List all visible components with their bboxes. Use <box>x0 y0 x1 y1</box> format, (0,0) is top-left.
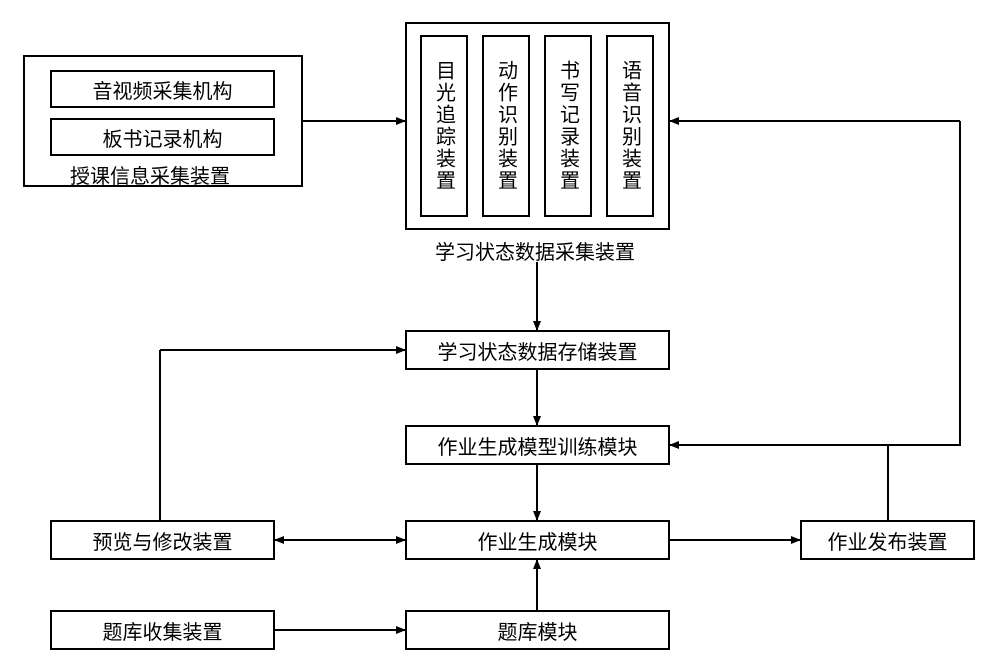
eye-track-label: 目光追踪装置 <box>430 60 459 192</box>
bank-collect-box: 题库收集装置 <box>50 610 275 650</box>
train-label: 作业生成模型训练模块 <box>438 431 638 460</box>
board-record-box: 板书记录机构 <box>50 118 275 156</box>
write-rec-box: 书写记录装置 <box>544 35 592 217</box>
learning-state-caption: 学习状态数据采集装置 <box>435 236 635 265</box>
lecture-info-caption: 授课信息采集装置 <box>70 160 230 189</box>
bank-module-box: 题库模块 <box>405 610 670 650</box>
preview-label: 预览与修改装置 <box>93 526 233 555</box>
av-collect-label: 音视频采集机构 <box>93 75 233 104</box>
eye-track-box: 目光追踪装置 <box>420 35 468 217</box>
storage-label: 学习状态数据存储装置 <box>438 336 638 365</box>
action-rec-box: 动作识别装置 <box>482 35 530 217</box>
publish-box: 作业发布装置 <box>800 520 975 560</box>
voice-rec-label: 语音识别装置 <box>616 60 645 192</box>
storage-box: 学习状态数据存储装置 <box>405 330 670 370</box>
action-rec-label: 动作识别装置 <box>492 60 521 192</box>
flowchart-canvas: 音视频采集机构 板书记录机构 授课信息采集装置 目光追踪装置 动作识别装置 书写… <box>0 0 1000 665</box>
bank-module-label: 题库模块 <box>498 616 578 645</box>
generate-box: 作业生成模块 <box>405 520 670 560</box>
board-record-label: 板书记录机构 <box>103 123 223 152</box>
bank-collect-label: 题库收集装置 <box>103 616 223 645</box>
publish-label: 作业发布装置 <box>828 526 948 555</box>
preview-box: 预览与修改装置 <box>50 520 275 560</box>
write-rec-label: 书写记录装置 <box>554 60 583 192</box>
av-collect-box: 音视频采集机构 <box>50 70 275 108</box>
generate-label: 作业生成模块 <box>478 526 598 555</box>
train-box: 作业生成模型训练模块 <box>405 425 670 465</box>
voice-rec-box: 语音识别装置 <box>606 35 654 217</box>
